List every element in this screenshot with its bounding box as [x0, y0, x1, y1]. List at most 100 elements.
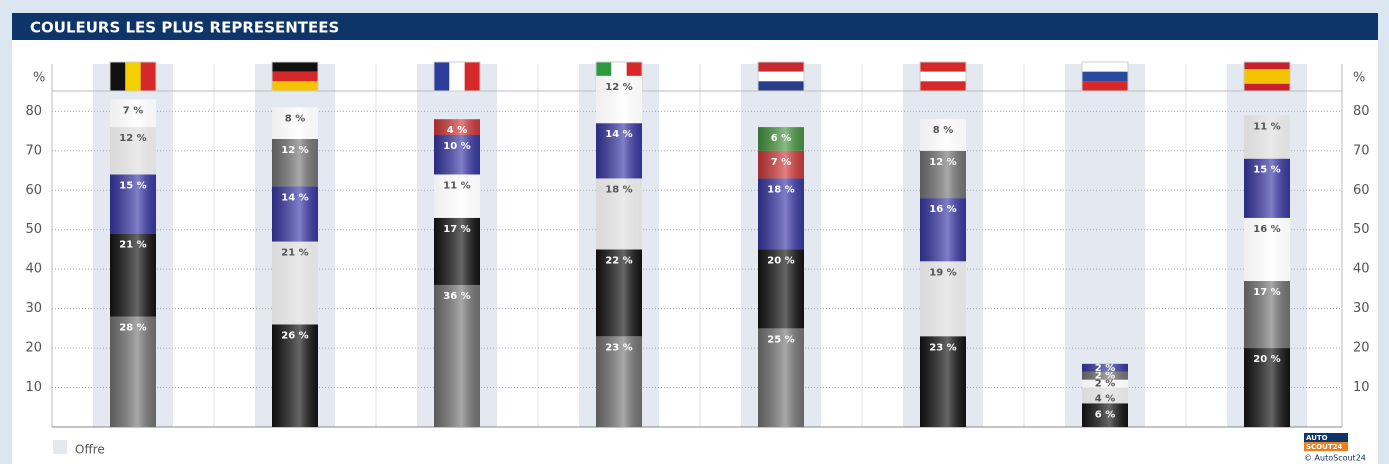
bar-shine [272, 186, 318, 242]
value-label: 18 % [605, 184, 632, 195]
logo-bottom [1304, 442, 1348, 451]
value-label: 8 % [933, 125, 953, 136]
value-label: 4 % [1095, 394, 1115, 405]
flag-stripe [1082, 62, 1128, 72]
flag-stripe [758, 71, 804, 82]
value-label: 28 % [119, 323, 146, 334]
value-label: 36 % [443, 291, 470, 302]
value-label: 7 % [771, 157, 791, 168]
value-label: 25 % [767, 334, 794, 345]
flag-border [1243, 61, 1291, 92]
flag-border [271, 61, 319, 92]
value-label: 17 % [443, 224, 470, 235]
value-label: 16 % [1253, 224, 1280, 235]
flag-stripe [272, 62, 318, 72]
flag-stripe [1082, 81, 1128, 91]
bar-shine [110, 316, 156, 427]
legend-label: Offre [75, 443, 105, 457]
flag-stripe [272, 81, 318, 91]
value-label: 12 % [929, 157, 956, 168]
chart-title: COULEURS LES PLUS REPRESENTEES [30, 19, 339, 37]
logo-top [1304, 433, 1348, 442]
header-bar [12, 13, 1378, 40]
y-tick-label: 80 [25, 104, 42, 119]
value-label: 12 % [119, 133, 146, 144]
y-tick-label: 20 [25, 341, 42, 356]
y-tick-label: 40 [25, 262, 42, 277]
value-label: 23 % [605, 342, 632, 353]
y-tick-label: 30 [25, 301, 42, 316]
bar-shine [920, 150, 966, 199]
y-tick-label-right: 50 [1353, 222, 1370, 237]
value-label: 22 % [605, 255, 632, 266]
bar-shine [434, 217, 480, 285]
bar-shine [596, 178, 642, 250]
flag-stripe [110, 62, 126, 91]
bar-shine [1082, 387, 1128, 404]
flag-stripe [758, 81, 804, 91]
y-tick-label: 10 [25, 380, 42, 395]
value-label: 14 % [605, 129, 632, 140]
value-label: 20 % [1253, 354, 1280, 365]
value-label: 2 % [1095, 371, 1115, 382]
bar-shine [758, 178, 804, 250]
bar-shine [1082, 379, 1128, 388]
value-label: 11 % [443, 180, 470, 191]
flag-stripe [434, 62, 450, 91]
value-label: 19 % [929, 267, 956, 278]
y-axis-label: % [33, 71, 45, 86]
panel [12, 40, 1378, 464]
value-label: 12 % [281, 145, 308, 156]
bar-shine [272, 138, 318, 187]
flag-stripe [920, 71, 966, 82]
value-label: 21 % [119, 240, 146, 251]
y-tick-label-right: 70 [1353, 143, 1370, 158]
value-label: 21 % [281, 248, 308, 259]
flag-border [919, 61, 967, 92]
bar-shine [110, 233, 156, 317]
value-label: 15 % [119, 180, 146, 191]
value-label: 2 % [1095, 363, 1115, 374]
bar-shine [434, 119, 480, 136]
flag-stripe [464, 62, 480, 91]
flag-stripe [1244, 62, 1290, 70]
y-tick-label-right: 20 [1353, 341, 1370, 356]
y-tick-label: 60 [25, 183, 42, 198]
value-label: 26 % [281, 330, 308, 341]
bar-shine [434, 135, 480, 175]
bar-shine [434, 284, 480, 427]
flag-border [757, 61, 805, 92]
bar-shine [272, 324, 318, 427]
value-label: 23 % [929, 342, 956, 353]
bar-shine [110, 174, 156, 234]
bar-shine [920, 198, 966, 262]
flag-stripe [1244, 69, 1290, 84]
bar-shine [596, 123, 642, 179]
bar-shine [110, 127, 156, 175]
logo-copyright: © AutoScout24 [1304, 454, 1366, 463]
bar-shine [1082, 403, 1128, 427]
flag-stripe [449, 62, 465, 91]
logo-line1: AUTO [1306, 434, 1328, 442]
bar-shine [596, 336, 642, 427]
y-tick-label: 50 [25, 222, 42, 237]
bar-shine [1244, 217, 1290, 282]
bar-shine [920, 119, 966, 151]
bar-shine [758, 328, 804, 427]
value-label: 10 % [443, 141, 470, 152]
bar-shine [758, 249, 804, 329]
bar-shine [1244, 281, 1290, 349]
value-label: 15 % [1253, 165, 1280, 176]
flag-border [1081, 61, 1129, 92]
bar-shine [920, 261, 966, 337]
flag-stripe [1082, 71, 1128, 82]
bar-shine [1082, 371, 1128, 380]
flag-border [109, 61, 157, 92]
flag-stripe [920, 81, 966, 91]
flag-stripe [125, 62, 141, 91]
logo-line2: SCOUT24 [1306, 443, 1342, 451]
flag-border [433, 61, 481, 92]
value-label: 16 % [929, 204, 956, 215]
legend-swatch [53, 440, 67, 454]
